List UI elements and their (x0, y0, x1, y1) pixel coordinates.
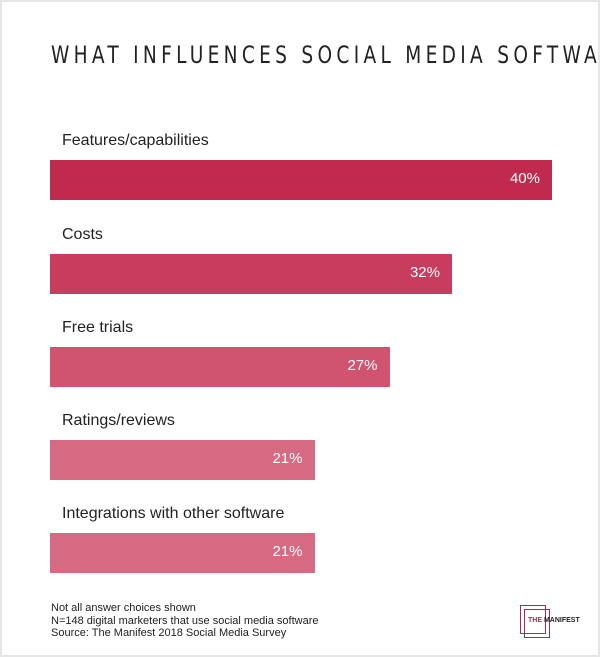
bar: 27% (50, 347, 390, 387)
category-label: Features/capabilities (62, 132, 209, 149)
manifest-logo: THE MANIFEST (520, 605, 590, 638)
category-label: Costs (62, 226, 103, 243)
chart-title: WHAT INFLUENCES SOCIAL MEDIA SOFTWARE PU… (51, 41, 600, 69)
logo-square-icon (524, 609, 550, 638)
logo-square-icon (520, 605, 546, 634)
bar: 21% (50, 533, 315, 573)
category-label: Free trials (62, 319, 134, 336)
footnote: Source: The Manifest 2018 Social Media S… (51, 627, 287, 639)
footnote: N=148 digital marketers that use social … (51, 614, 319, 627)
value-label: 21% (272, 543, 303, 560)
bar: 32% (50, 254, 452, 294)
logo-text: THE MANIFEST (528, 617, 580, 624)
value-label: 32% (409, 264, 440, 281)
value-label: 27% (347, 357, 378, 374)
value-label: 21% (272, 450, 303, 467)
footnotes: Not all answer choices shown N=148 digit… (51, 602, 319, 640)
value-label: 40% (509, 170, 540, 187)
footnote: Not all answer choices shown (51, 602, 196, 614)
category-label: Integrations with other software (62, 505, 285, 522)
bar: 40% (50, 160, 552, 200)
bar: 21% (50, 440, 315, 480)
category-label: Ratings/reviews (62, 412, 175, 429)
